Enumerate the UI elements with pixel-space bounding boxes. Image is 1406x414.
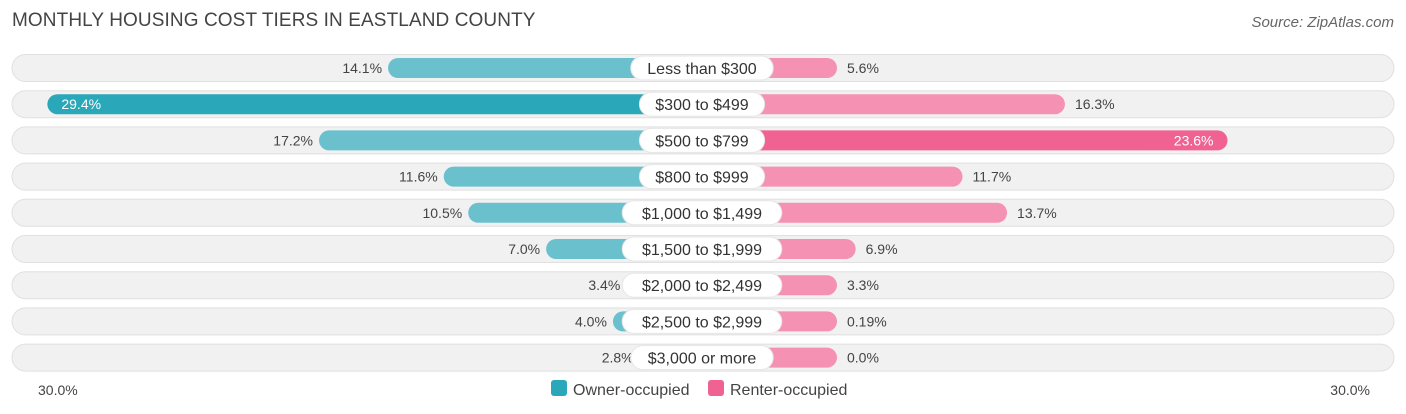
category-label: $2,000 to $2,499 [642, 278, 762, 295]
owner-value-label: 2.8% [602, 350, 634, 366]
owner-value-label: 3.4% [588, 277, 620, 293]
axis-label-left: 30.0% [38, 382, 78, 398]
owner-value-label: 17.2% [273, 132, 313, 148]
chart-title: MONTHLY HOUSING COST TIERS IN EASTLAND C… [12, 10, 536, 31]
renter-value-label: 0.0% [847, 350, 879, 366]
owner-value-label: 29.4% [61, 96, 101, 112]
category-pill [638, 127, 766, 153]
renter-bar [702, 94, 1065, 115]
renter-value-label: 23.6% [1174, 132, 1214, 148]
owner-bar [388, 58, 702, 78]
owner-value-label: 7.0% [508, 241, 540, 257]
axis-label-right: 30.0% [1330, 382, 1370, 398]
category-label: $1,500 to $1,999 [642, 242, 762, 259]
renter-value-label: 3.3% [847, 277, 879, 293]
legend-owner-label: Owner-occupied [573, 382, 690, 399]
category-label: $500 to $799 [655, 133, 749, 150]
category-label: $3,000 or more [648, 351, 757, 368]
category-label: Less than $300 [647, 61, 757, 78]
renter-bar [702, 166, 963, 187]
category-label: $1,000 to $1,499 [642, 206, 762, 223]
owner-bar [319, 130, 702, 151]
category-pill [638, 164, 766, 190]
owner-value-label: 10.5% [422, 205, 462, 221]
category-pill [630, 345, 774, 371]
owner-bar [443, 166, 702, 187]
category-pill [630, 55, 774, 81]
legend-renter-label: Renter-occupied [730, 382, 847, 399]
legend-owner-swatch [551, 380, 567, 396]
renter-value-label: 6.9% [866, 241, 898, 257]
category-pill [621, 272, 783, 298]
owner-value-label: 14.1% [342, 60, 382, 76]
legend-renter-swatch [708, 380, 724, 396]
category-pill [621, 308, 783, 334]
owner-value-label: 11.6% [399, 169, 438, 185]
category-label: $800 to $999 [655, 170, 749, 187]
category-label: $2,500 to $2,999 [642, 314, 762, 331]
renter-value-label: 0.19% [847, 313, 887, 329]
category-pill [621, 236, 783, 262]
renter-value-label: 5.6% [847, 60, 879, 76]
category-pill [621, 200, 783, 226]
renter-bar [702, 130, 1228, 151]
category-label: $300 to $499 [655, 97, 749, 114]
owner-value-label: 4.0% [575, 313, 607, 329]
owner-bar [47, 94, 703, 115]
renter-value-label: 11.7% [973, 169, 1012, 185]
category-pill [638, 91, 766, 117]
chart-source: Source: ZipAtlas.com [1251, 14, 1394, 31]
renter-value-label: 16.3% [1075, 96, 1115, 112]
renter-value-label: 13.7% [1017, 205, 1057, 221]
